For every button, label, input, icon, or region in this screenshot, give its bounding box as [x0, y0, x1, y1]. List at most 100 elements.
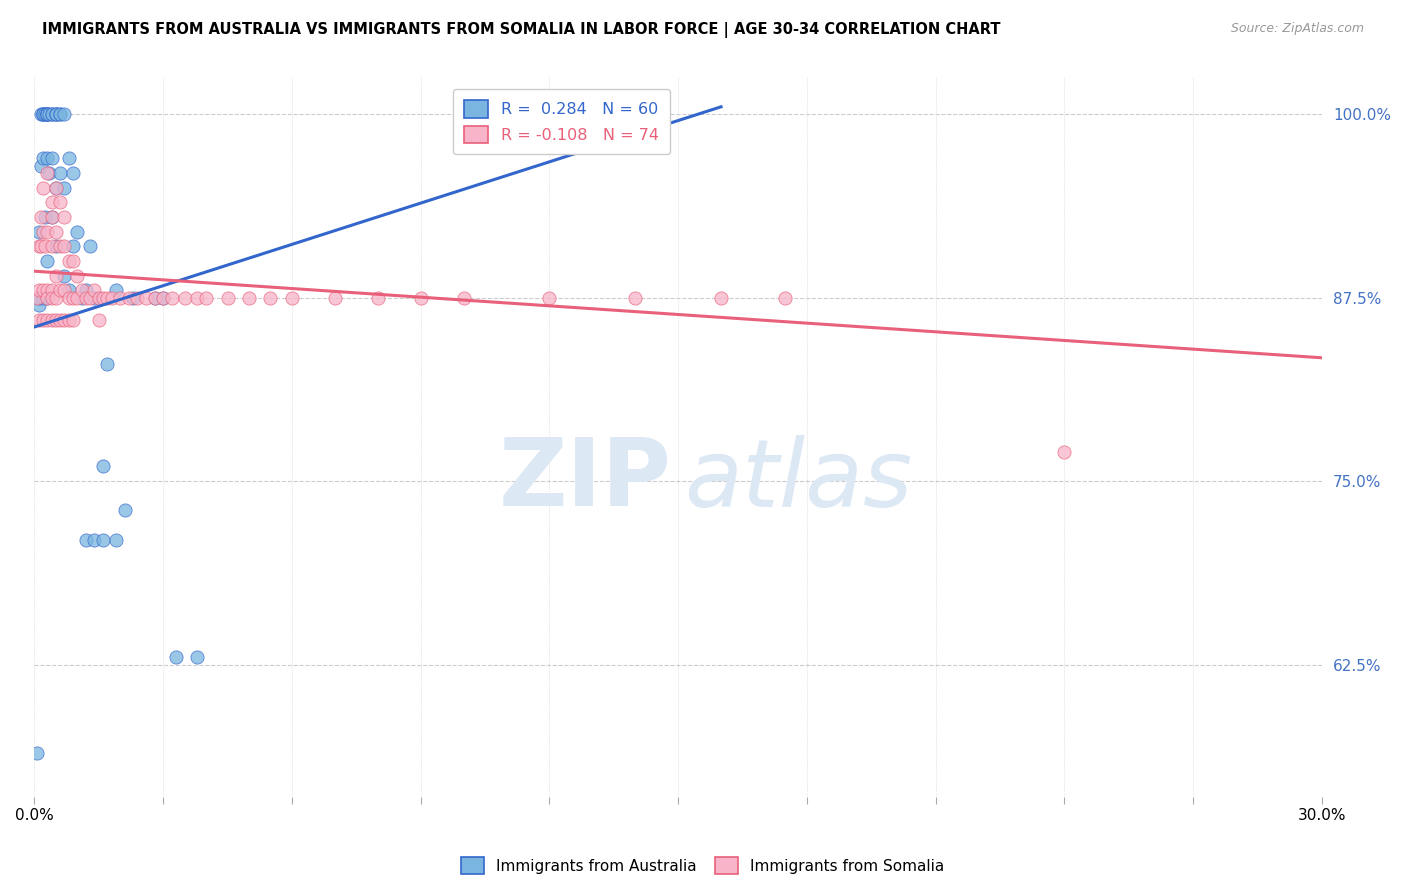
- Point: [53, 283, 76, 297]
- Point: [28, 283, 51, 297]
- Point: [45, 291, 67, 305]
- Point: [104, 533, 127, 547]
- Point: [41, 291, 63, 305]
- Point: [41, 107, 63, 121]
- Point: [710, 291, 733, 305]
- Point: [1053, 444, 1076, 458]
- Point: [37, 225, 59, 239]
- Point: [41, 195, 63, 210]
- Point: [37, 151, 59, 165]
- Point: [25, 291, 48, 305]
- Point: [32, 107, 55, 121]
- Point: [38, 107, 60, 121]
- Point: [34, 210, 56, 224]
- Point: [62, 312, 84, 326]
- Point: [49, 312, 72, 326]
- Point: [45, 180, 67, 194]
- Point: [58, 291, 80, 305]
- Point: [37, 107, 59, 121]
- Point: [104, 283, 127, 297]
- Text: Source: ZipAtlas.com: Source: ZipAtlas.com: [1230, 22, 1364, 36]
- Point: [259, 291, 281, 305]
- Point: [45, 225, 67, 239]
- Point: [53, 239, 76, 253]
- Legend: Immigrants from Australia, Immigrants from Somalia: Immigrants from Australia, Immigrants fr…: [456, 851, 950, 880]
- Point: [83, 533, 105, 547]
- Point: [70, 283, 93, 297]
- Point: [165, 650, 187, 665]
- Point: [45, 239, 67, 253]
- Point: [37, 283, 59, 297]
- Point: [624, 291, 647, 305]
- Point: [37, 166, 59, 180]
- Point: [49, 283, 72, 297]
- Point: [323, 291, 346, 305]
- Point: [30, 159, 52, 173]
- Point: [32, 151, 55, 165]
- Point: [37, 107, 59, 121]
- Point: [83, 291, 105, 305]
- Point: [37, 107, 59, 121]
- Point: [32, 225, 55, 239]
- Point: [32, 312, 55, 326]
- Point: [66, 268, 89, 283]
- Point: [152, 291, 174, 305]
- Point: [32, 107, 55, 121]
- Point: [49, 107, 72, 121]
- Point: [41, 283, 63, 297]
- Point: [32, 107, 55, 121]
- Point: [53, 268, 76, 283]
- Point: [38, 166, 60, 180]
- Point: [32, 283, 55, 297]
- Point: [122, 291, 145, 305]
- Point: [45, 268, 67, 283]
- Point: [62, 291, 84, 305]
- Point: [37, 312, 59, 326]
- Point: [28, 312, 51, 326]
- Point: [186, 650, 208, 665]
- Point: [538, 291, 561, 305]
- Point: [41, 239, 63, 253]
- Point: [62, 166, 84, 180]
- Point: [32, 180, 55, 194]
- Point: [58, 254, 80, 268]
- Point: [32, 291, 55, 305]
- Point: [79, 291, 101, 305]
- Point: [41, 151, 63, 165]
- Point: [45, 107, 67, 121]
- Point: [34, 107, 56, 121]
- Point: [66, 225, 89, 239]
- Point: [195, 291, 218, 305]
- Point: [91, 291, 114, 305]
- Point: [152, 291, 174, 305]
- Point: [45, 107, 67, 121]
- Point: [34, 239, 56, 253]
- Point: [49, 195, 72, 210]
- Point: [53, 210, 76, 224]
- Point: [25, 746, 48, 760]
- Point: [108, 291, 131, 305]
- Point: [28, 291, 51, 305]
- Point: [118, 291, 141, 305]
- Point: [217, 291, 239, 305]
- Point: [62, 239, 84, 253]
- Legend: R =  0.284   N = 60, R = -0.108   N = 74: R = 0.284 N = 60, R = -0.108 N = 74: [453, 89, 671, 154]
- Point: [75, 533, 97, 547]
- Point: [453, 291, 475, 305]
- Point: [41, 312, 63, 326]
- Point: [53, 107, 76, 121]
- Point: [41, 210, 63, 224]
- Point: [79, 239, 101, 253]
- Point: [28, 239, 51, 253]
- Point: [143, 291, 166, 305]
- Point: [186, 291, 208, 305]
- Point: [160, 291, 183, 305]
- Point: [37, 291, 59, 305]
- Point: [75, 291, 97, 305]
- Point: [135, 291, 157, 305]
- Point: [775, 291, 797, 305]
- Point: [49, 107, 72, 121]
- Point: [49, 239, 72, 253]
- Point: [45, 180, 67, 194]
- Point: [96, 357, 118, 371]
